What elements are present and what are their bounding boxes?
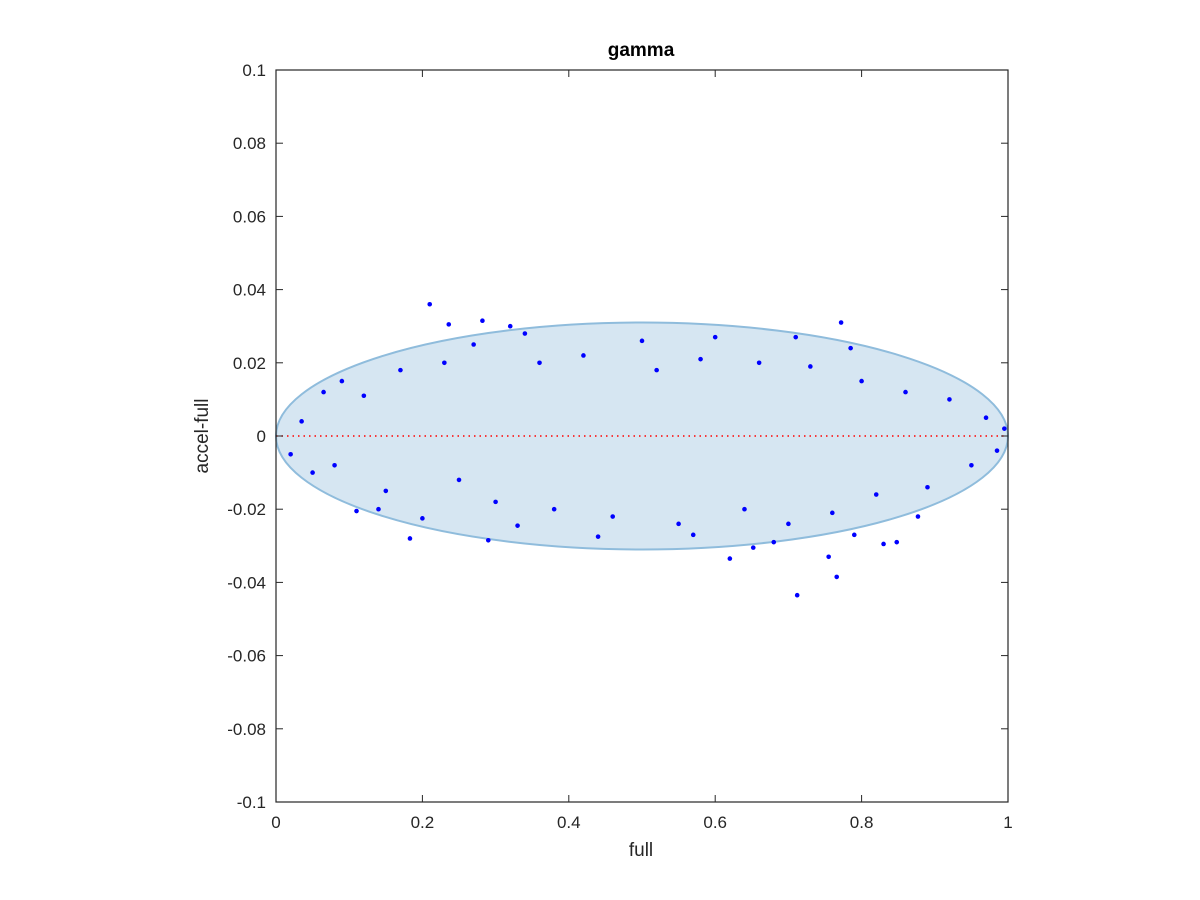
data-point <box>894 539 900 545</box>
data-point <box>808 364 813 369</box>
x-axis-label: full <box>629 840 653 861</box>
data-point <box>742 506 747 512</box>
chart-title: gamma <box>608 40 675 61</box>
data-point <box>969 462 974 468</box>
data-point <box>712 334 718 340</box>
data-point <box>299 419 304 424</box>
y-tick-label: -0.1 <box>237 793 266 812</box>
data-point <box>321 389 326 395</box>
data-point <box>446 322 452 327</box>
data-point <box>881 541 886 547</box>
x-tick-label: 0.6 <box>703 813 727 832</box>
data-point <box>771 539 777 545</box>
data-point <box>698 356 703 362</box>
data-point <box>420 516 425 521</box>
x-tick-label: 0.2 <box>411 813 435 832</box>
data-point <box>915 514 921 519</box>
data-point <box>786 521 791 527</box>
data-point <box>859 378 864 384</box>
x-tick-label: 0.8 <box>850 813 874 832</box>
data-point <box>983 415 989 421</box>
data-point <box>493 499 498 505</box>
data-point <box>471 342 476 347</box>
y-tick-label: -0.02 <box>227 500 266 519</box>
data-point <box>480 318 485 324</box>
data-points <box>288 301 1007 598</box>
data-point <box>690 532 696 538</box>
data-point <box>398 367 403 373</box>
data-point <box>376 506 381 512</box>
data-point <box>595 534 601 539</box>
data-point <box>485 538 491 543</box>
x-tick-label: 0 <box>271 813 280 832</box>
data-point <box>750 545 756 550</box>
data-point <box>838 320 844 325</box>
data-point <box>581 353 586 358</box>
y-tick-label: 0 <box>257 427 266 446</box>
data-point <box>354 508 359 514</box>
data-point <box>522 331 528 336</box>
x-tick-label: 1 <box>1003 813 1012 832</box>
data-point <box>537 360 542 366</box>
data-point <box>442 360 447 366</box>
data-point <box>826 554 831 560</box>
data-point <box>830 510 835 516</box>
data-point <box>639 338 645 344</box>
data-point <box>947 397 952 402</box>
data-point <box>794 592 800 598</box>
data-point <box>361 393 367 399</box>
data-point <box>339 378 345 384</box>
data-point <box>1002 426 1007 431</box>
x-tick-label: 0.4 <box>557 813 581 832</box>
data-point <box>551 506 557 512</box>
y-tick-label: 0.02 <box>233 354 266 373</box>
data-point <box>851 532 857 538</box>
y-axis-ticks: 0.1 0.08 0.06 0.04 0.02 0 -0.02 -0.04 -0.06 -0.08… <box>227 61 1008 812</box>
data-point <box>288 452 293 457</box>
data-point <box>676 521 681 527</box>
data-point <box>515 523 520 528</box>
data-point <box>610 514 616 519</box>
y-tick-label: 0.08 <box>233 134 266 153</box>
data-point <box>848 345 853 351</box>
data-point <box>756 360 762 366</box>
y-tick-label: -0.04 <box>227 573 266 592</box>
data-point <box>793 334 799 340</box>
y-tick-label: 0.06 <box>233 207 266 226</box>
data-point <box>925 484 930 490</box>
x-axis-ticks: 0 0.2 0.4 0.6 0.8 1 <box>271 70 1013 832</box>
data-point <box>332 462 337 468</box>
data-point <box>427 301 433 307</box>
data-point <box>507 323 513 329</box>
data-point <box>383 488 389 494</box>
data-point <box>456 477 462 483</box>
data-point <box>407 536 413 541</box>
data-point <box>873 492 879 497</box>
y-tick-label: 0.1 <box>242 61 266 80</box>
y-axis-label: accel-full <box>192 399 213 474</box>
data-point <box>903 389 908 395</box>
data-point <box>994 448 1000 453</box>
data-point <box>310 470 315 475</box>
y-tick-label: -0.06 <box>227 647 266 666</box>
data-point <box>727 556 733 561</box>
data-point <box>834 574 840 580</box>
y-tick-label: 0.04 <box>233 281 266 300</box>
y-tick-label: -0.08 <box>227 720 266 739</box>
data-point <box>654 367 659 373</box>
